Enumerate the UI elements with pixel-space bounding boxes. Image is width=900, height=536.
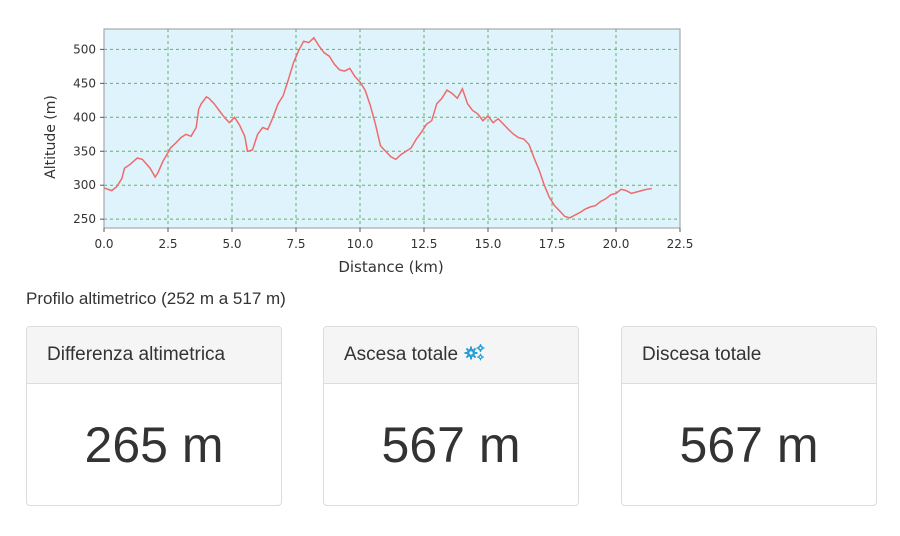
x-tick-label: 12.5 bbox=[411, 237, 438, 251]
x-tick-label: 5.0 bbox=[222, 237, 241, 251]
y-axis-label: Altitude (m) bbox=[43, 95, 59, 179]
y-tick-label: 400 bbox=[73, 110, 96, 124]
profile-caption: Profilo altimetrico (252 m a 517 m) bbox=[26, 289, 286, 308]
y-tick-label: 450 bbox=[73, 76, 96, 90]
x-tick-label: 20.0 bbox=[603, 237, 630, 251]
y-tick-label: 350 bbox=[73, 144, 96, 158]
x-tick-label: 10.0 bbox=[347, 237, 374, 251]
card-title: Ascesa totale bbox=[344, 344, 459, 365]
elevation-series-line bbox=[103, 36, 652, 219]
x-tick-label: 7.5 bbox=[286, 237, 305, 251]
x-axis-label: Distance (km) bbox=[338, 258, 443, 276]
elevation-chart: 0.0 2.5 5.0 7.5 10.0 12.5 15.0 17.5 20.0 22.5 250 3… bbox=[43, 28, 693, 276]
x-tick-label: 15.0 bbox=[475, 237, 502, 251]
card-value: 265 m bbox=[84, 417, 224, 473]
x-tick-label: 17.5 bbox=[539, 237, 566, 251]
card-header: Ascesa totale bbox=[324, 327, 578, 384]
card-value: 567 m bbox=[381, 417, 521, 473]
card-title: Discesa totale bbox=[642, 344, 762, 365]
elevation-difference-card: Differenza altimetrica 265 m bbox=[26, 326, 282, 506]
card-title: Differenza altimetrica bbox=[47, 344, 226, 365]
y-tick-label: 300 bbox=[73, 178, 96, 192]
gears-icon[interactable] bbox=[464, 343, 486, 367]
axes: 0.0 2.5 5.0 7.5 10.0 12.5 15.0 17.5 20.0 22.5 250 3… bbox=[73, 42, 693, 251]
y-tick-label: 500 bbox=[73, 42, 96, 56]
card-value: 567 m bbox=[679, 417, 819, 473]
x-tick-label: 22.5 bbox=[667, 237, 694, 251]
grid-lines bbox=[103, 29, 681, 228]
card-header: Differenza altimetrica bbox=[27, 327, 281, 384]
x-tick-label: 0.0 bbox=[94, 237, 113, 251]
plot-background bbox=[104, 29, 680, 228]
total-ascent-card: Ascesa totale bbox=[323, 326, 579, 506]
y-tick-label: 250 bbox=[73, 212, 96, 226]
card-header: Discesa totale bbox=[622, 327, 876, 384]
total-descent-card: Discesa totale 567 m bbox=[621, 326, 877, 506]
plot-frame bbox=[103, 28, 681, 229]
x-tick-label: 2.5 bbox=[158, 237, 177, 251]
